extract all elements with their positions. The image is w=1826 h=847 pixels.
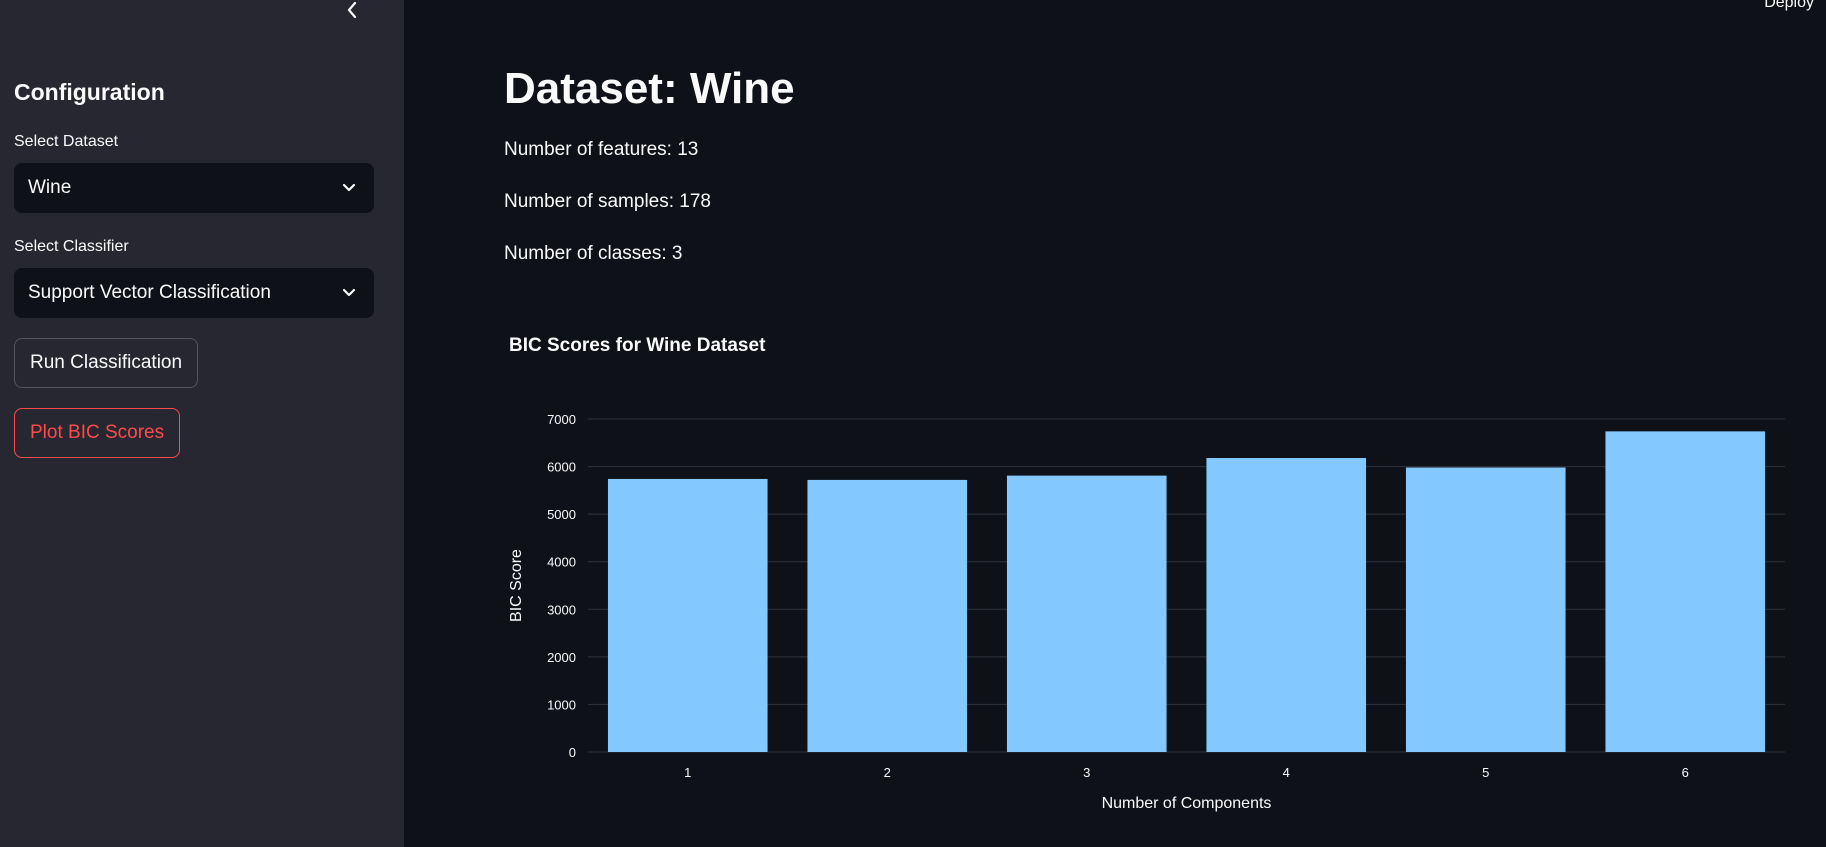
dataset-select-value: Wine [28, 177, 72, 198]
page-title: Dataset: Wine [504, 64, 795, 113]
classes-count: Number of classes: 3 [504, 243, 683, 264]
x-tick-label: 6 [1682, 765, 1689, 780]
classifier-select-label: Select Classifier [14, 238, 129, 255]
classifier-select[interactable]: Support Vector Classification [14, 268, 374, 318]
dataset-select-label: Select Dataset [14, 133, 119, 150]
sidebar-title: Configuration [14, 79, 165, 105]
y-axis-title: BIC Score [508, 549, 525, 622]
y-tick-label: 5000 [547, 507, 576, 522]
x-tick-label: 4 [1283, 765, 1290, 780]
y-tick-label: 3000 [547, 602, 576, 617]
x-tick-label: 1 [684, 765, 691, 780]
chevron-left-icon [347, 2, 357, 18]
bar-1 [607, 478, 768, 752]
y-tick-label: 7000 [547, 412, 576, 427]
samples-count: Number of samples: 178 [504, 191, 711, 212]
chart-title: BIC Scores for Wine Dataset [509, 335, 766, 356]
bar-2 [807, 479, 968, 752]
x-axis-title: Number of Components [1102, 795, 1272, 812]
chevron-down-icon [342, 183, 356, 192]
bar-5 [1405, 467, 1566, 752]
deploy-button[interactable]: Deploy [1764, 0, 1814, 11]
collapse-sidebar-button[interactable] [340, 0, 364, 20]
features-count: Number of features: 13 [504, 139, 699, 160]
y-tick-label: 1000 [547, 697, 576, 712]
chevron-down-icon [342, 288, 356, 297]
y-tick-label: 0 [569, 745, 576, 760]
plot-bic-scores-button[interactable]: Plot BIC Scores [14, 408, 181, 458]
y-tick-label: 2000 [547, 650, 576, 665]
x-tick-label: 3 [1083, 765, 1090, 780]
bar-6 [1605, 431, 1766, 752]
sidebar: Configuration Select Dataset Wine Select… [0, 0, 404, 847]
run-classification-button[interactable]: Run Classification [14, 338, 199, 388]
dataset-select[interactable]: Wine [14, 163, 374, 213]
classifier-select-value: Support Vector Classification [28, 282, 271, 303]
bar-4 [1206, 458, 1367, 752]
y-tick-label: 4000 [547, 555, 576, 570]
x-tick-label: 2 [884, 765, 891, 780]
x-tick-label: 5 [1482, 765, 1489, 780]
y-tick-label: 6000 [547, 460, 576, 475]
bar-3 [1006, 475, 1167, 752]
